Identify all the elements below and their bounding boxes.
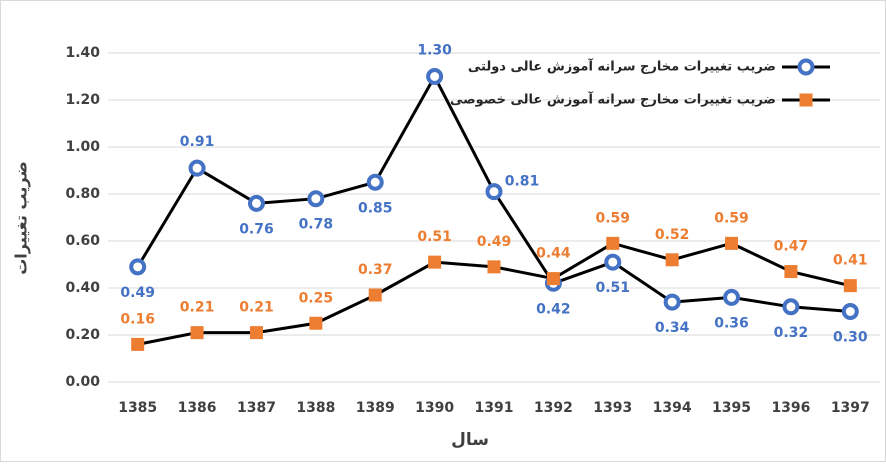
point [487,260,501,274]
point [247,194,265,212]
data-label: 0.21 [180,300,215,316]
y-tick-label: 0.40 [65,280,100,296]
point [799,93,813,107]
point [606,236,620,250]
point [784,265,798,279]
legend-label: ضریب تغییرات مخارج سرانه آموزش عالی خصوص… [450,91,776,108]
data-label: 0.21 [239,300,274,316]
point [485,183,503,201]
data-label: 0.91 [180,134,215,150]
data-label: 0.30 [833,330,868,346]
point [663,293,681,311]
x-tick-label: 1397 [831,400,870,416]
y-tick-label: 0.60 [65,233,100,249]
point [546,272,560,286]
x-tick-label: 1390 [415,400,454,416]
point [782,298,800,316]
x-axis-title: سال [451,430,489,450]
data-label: 0.47 [774,239,809,255]
y-tick-label: 1.00 [65,139,100,155]
data-label: 0.49 [120,285,155,301]
point [366,173,384,191]
data-label: 0.51 [417,229,452,245]
x-tick-label: 1391 [475,400,514,416]
y-tick-label: 0.20 [65,327,100,343]
data-label: 0.51 [595,280,630,296]
point [188,159,206,177]
point [725,236,739,250]
x-tick-label: 1392 [534,400,573,416]
point [843,279,857,293]
point [368,288,382,302]
point [309,316,323,330]
data-label: 0.37 [358,262,393,278]
data-label: 0.76 [239,221,274,237]
point [841,303,859,320]
x-tick-label: 1394 [653,400,692,416]
point [129,258,147,276]
point [665,253,679,267]
point [723,288,741,306]
data-label: 0.52 [655,227,690,243]
point [797,58,815,76]
y-tick-label: 0.00 [65,374,100,390]
point [249,326,263,340]
data-label: 0.25 [299,290,334,306]
x-tick-label: 1393 [593,400,632,416]
data-label: 1.30 [417,43,452,59]
data-label: 0.85 [358,200,393,216]
x-tick-label: 1395 [712,400,751,416]
data-label: 0.49 [477,234,512,250]
point [190,326,204,340]
y-axis-title: ضریب تغییرات [12,161,31,275]
data-label: 0.59 [714,210,749,226]
point [604,253,622,271]
x-tick-label: 1389 [356,400,395,416]
data-label: 0.41 [833,253,868,269]
y-tick-label: 1.40 [65,45,100,61]
data-label: 0.36 [714,315,749,331]
legend-label: ضریب تغییرات مخارج سرانه آموزش عالی دولت… [468,58,776,75]
data-label: 0.16 [120,311,155,327]
x-tick-label: 1385 [118,400,157,416]
data-label: 0.78 [299,217,334,233]
point [131,337,145,351]
data-label: 0.32 [774,325,809,341]
x-tick-label: 1388 [296,400,335,416]
data-label: 0.44 [536,246,571,262]
data-label: 0.42 [536,301,571,317]
data-label: 0.34 [655,320,690,336]
point [426,68,444,85]
data-label: 0.59 [595,210,630,226]
point [428,255,442,269]
x-tick-label: 1387 [237,400,276,416]
y-tick-label: 0.80 [65,186,100,202]
x-tick-label: 1396 [771,400,810,416]
point [307,190,325,208]
y-tick-label: 1.20 [65,92,100,108]
data-label: 0.81 [505,174,540,190]
x-tick-label: 1386 [178,400,217,416]
